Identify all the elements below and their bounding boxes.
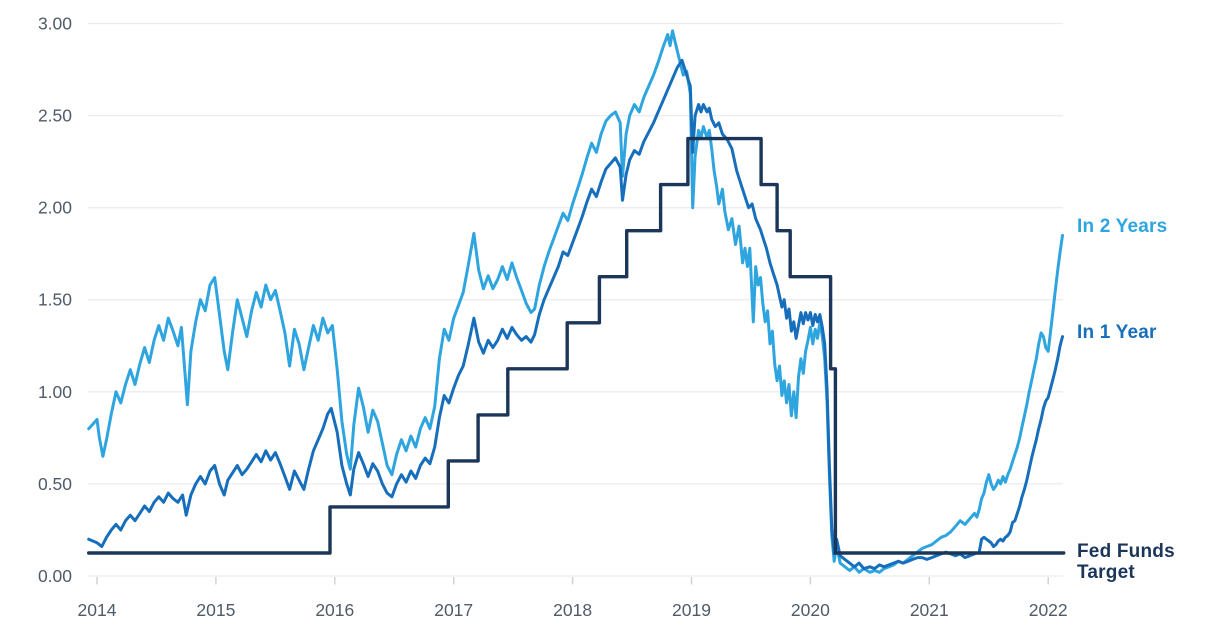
x-axis-label-2022: 2022 bbox=[1029, 600, 1068, 620]
x-axis-label-2021: 2021 bbox=[910, 600, 949, 620]
x-axis-label-2016: 2016 bbox=[315, 600, 354, 620]
y-axis-label-0.50: 0.50 bbox=[38, 474, 72, 494]
x-axis-label-2015: 2015 bbox=[196, 600, 235, 620]
legend-in-1-year-label: In 1 Year bbox=[1077, 322, 1157, 343]
x-axis-label-2018: 2018 bbox=[553, 600, 592, 620]
y-axis-label-2.00: 2.00 bbox=[38, 198, 72, 218]
x-axis-label-2017: 2017 bbox=[434, 600, 473, 620]
x-axis-label-2014: 2014 bbox=[78, 600, 117, 620]
series-line-in-2-years bbox=[87, 29, 1064, 574]
legend-in-2-years: In 2 Years bbox=[1077, 216, 1167, 237]
x-axis-label-2020: 2020 bbox=[791, 600, 830, 620]
x-axis-label-2019: 2019 bbox=[672, 600, 711, 620]
legend-in-1-year: In 1 Year bbox=[1077, 322, 1157, 343]
legend-fed-funds-target: Fed Funds Target bbox=[1077, 541, 1175, 583]
y-axis-label-1.00: 1.00 bbox=[38, 382, 72, 402]
y-axis-label-2.50: 2.50 bbox=[38, 106, 72, 126]
series-line-fed-funds-target bbox=[87, 136, 1066, 555]
legend-fed-funds-line2: Target bbox=[1077, 562, 1135, 583]
y-axis-label-1.50: 1.50 bbox=[38, 290, 72, 310]
legend-in-2-years-label: In 2 Years bbox=[1077, 216, 1168, 237]
series-line-in-1-year bbox=[87, 58, 1064, 571]
y-axis-label-0.00: 0.00 bbox=[38, 566, 72, 586]
legend-fed-funds-line1: Fed Funds bbox=[1077, 541, 1175, 562]
y-axis-label-3.00: 3.00 bbox=[38, 14, 72, 34]
